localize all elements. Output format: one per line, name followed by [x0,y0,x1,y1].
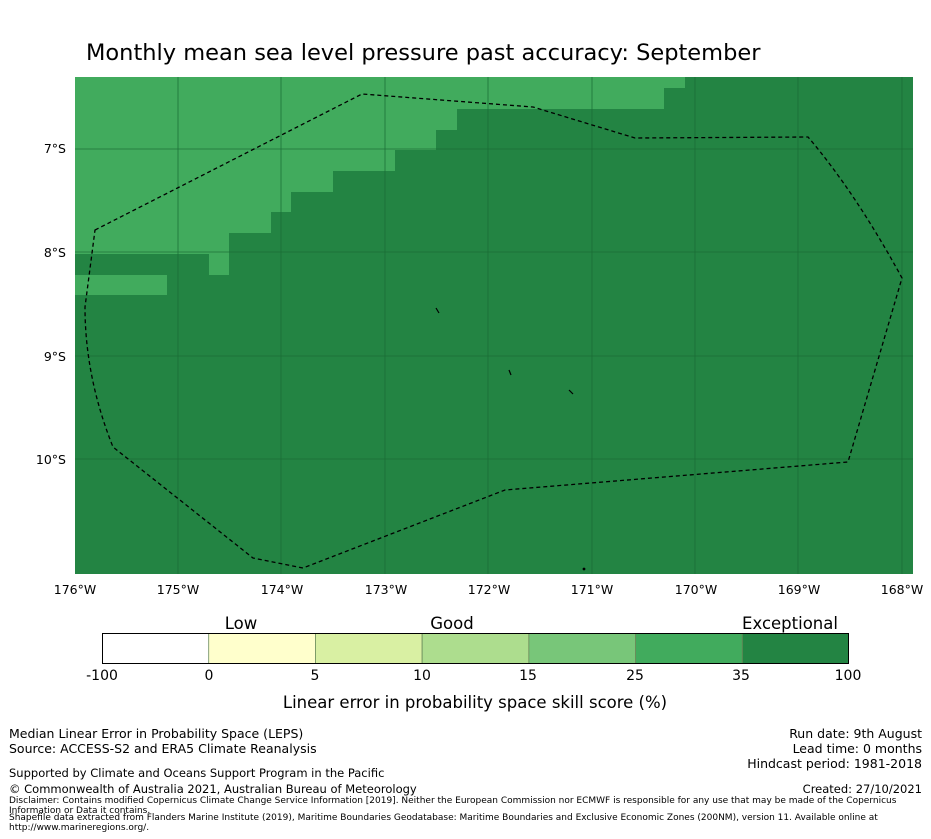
eez-boundary [84,93,903,569]
colorbar-cell [315,633,423,664]
lon-label-176w: 176°W [53,582,97,597]
good-region [75,77,685,295]
lon-label-172w: 172°W [467,582,511,597]
footer-copyright: © Commonwealth of Australia 2021, Austra… [9,782,417,796]
map-title: Monthly mean sea level pressure past acc… [86,40,761,66]
lon-label-173w: 173°W [364,582,408,597]
lat-label-9s: 9°S [43,349,66,364]
colorbar-cell [421,633,530,664]
colorbar-tick: 0 [204,668,214,684]
lon-label-174w: 174°W [260,582,304,597]
lat-label-10s: 10°S [35,452,66,467]
colorbar-cell [635,633,743,664]
footer-support: Supported by Climate and Oceans Support … [9,766,385,780]
hindcast-period: Hindcast period: 1981-2018 [747,756,922,771]
lon-label-175w: 175°W [156,582,200,597]
colorbar-tick: 35 [732,668,750,684]
footer-leps: Median Linear Error in Probability Space… [9,726,304,741]
island-marks [435,307,586,571]
lon-label-171w: 171°W [570,582,614,597]
lat-label-7s: 7°S [43,141,66,156]
colorbar-tick: 100 [834,668,862,684]
lon-label-170w: 170°W [674,582,718,597]
colorbar-tick: 25 [626,668,644,684]
shapefile-credit: Shapefile data extracted from Flanders M… [9,813,878,833]
created-date: Created: 27/10/2021 [802,782,922,796]
category-good: Good [430,614,474,633]
run-date: Run date: 9th August [789,726,922,741]
colorbar-tick: -100 [86,668,118,684]
footer-source: Source: ACCESS-S2 and ERA5 Climate Reana… [9,741,317,756]
colorbar-cell [741,633,849,664]
colorbar-cell [102,633,209,664]
lead-time: Lead time: 0 months [792,741,922,756]
colorbar-tick: 15 [519,668,537,684]
map-gridlines [75,77,913,574]
category-low: Low [224,614,258,633]
category-exceptional: Exceptional [742,614,838,633]
colorbar-label: Linear error in probability space skill … [282,693,668,712]
colorbar [102,633,849,664]
colorbar-tick: 10 [413,668,431,684]
colorbar-tick: 5 [310,668,320,684]
lat-label-8s: 8°S [43,245,66,260]
colorbar-cell [208,633,316,664]
skill-score-map [75,77,913,574]
lon-label-169w: 169°W [777,582,821,597]
disclaimer: Disclaimer: Contains modified Copernicus… [9,796,897,816]
lon-label-168w: 168°W [880,582,924,597]
colorbar-cell [528,633,636,664]
